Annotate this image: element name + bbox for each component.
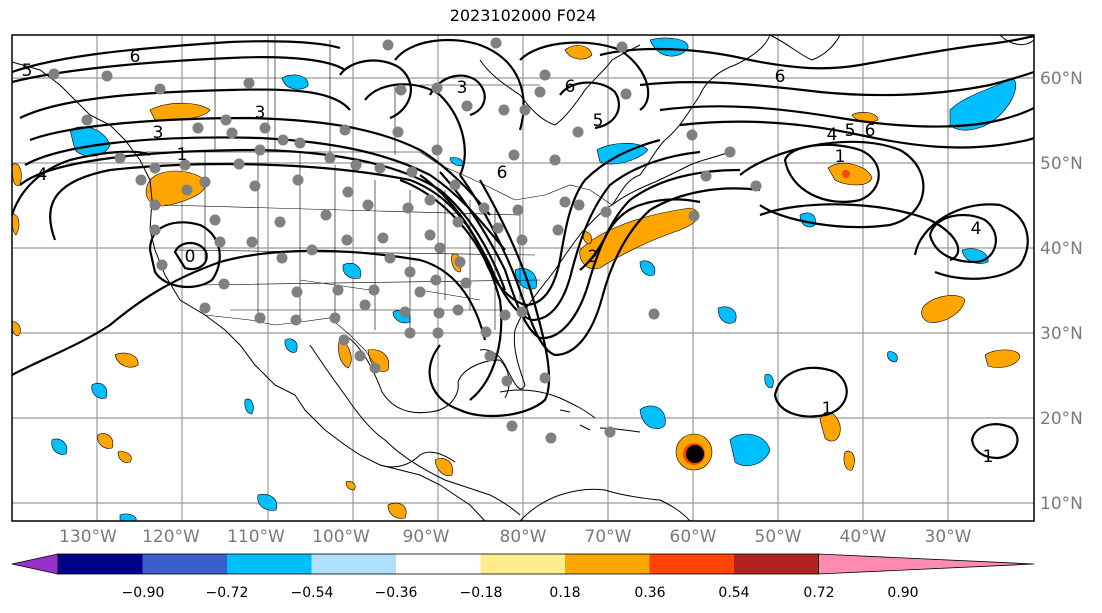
contour-label: 0 xyxy=(185,247,196,267)
colorbar-segment xyxy=(311,554,397,574)
contour-label: 6 xyxy=(865,121,876,141)
colorbar-segment xyxy=(565,554,650,574)
contour-label: 1 xyxy=(177,145,188,165)
lat-tick-label: 20°N xyxy=(1040,409,1083,429)
lon-tick-label: 100°W xyxy=(312,527,370,547)
contour-label: 1 xyxy=(835,147,846,167)
lon-tick-label: 70°W xyxy=(585,527,632,547)
shaded-field xyxy=(11,37,1021,522)
colorbar-segment xyxy=(58,554,143,574)
colorbar-label: 0.54 xyxy=(718,585,749,601)
colorbar xyxy=(11,553,1035,575)
lon-tick-label: 40°W xyxy=(840,527,887,547)
colorbar-extend-low xyxy=(11,553,59,575)
contour-label: 4 xyxy=(827,125,838,145)
colorbar-label: 0.18 xyxy=(549,585,580,601)
coastlines xyxy=(11,34,1035,522)
colorbar-labels: −0.90 −0.72 −0.54 −0.36 −0.18 0.18 0.36 … xyxy=(122,585,919,601)
lon-tick-label: 50°W xyxy=(755,527,802,547)
storm-center-marker xyxy=(686,445,704,463)
colorbar-label: 0.36 xyxy=(634,585,665,601)
contour-label: 6 xyxy=(565,77,576,97)
colorbar-label: −0.90 xyxy=(122,585,165,601)
lon-tick-label: 130°W xyxy=(59,527,117,547)
contour-label: 3 xyxy=(457,78,468,98)
lat-tick-label: 10°N xyxy=(1040,494,1083,514)
colorbar-segment xyxy=(480,554,566,574)
colorbar-label: −0.54 xyxy=(291,585,334,601)
contour-labels: 6 5 3 3 1 4 0 3 6 5 6 6 4 5 6 1 4 2 1 1 xyxy=(22,47,994,467)
colorbar-extend-high xyxy=(818,553,1035,575)
colorbar-label: 0.72 xyxy=(803,585,834,601)
lat-tick-label: 60°N xyxy=(1040,69,1083,89)
contour-label: 6 xyxy=(775,67,786,87)
contour-label: 3 xyxy=(255,103,266,123)
colorbar-label: −0.72 xyxy=(206,585,249,601)
map-border xyxy=(11,34,1035,522)
contour-label: 1 xyxy=(983,447,994,467)
colorbar-label: −0.36 xyxy=(375,585,418,601)
colorbar-segment xyxy=(649,554,735,574)
station-dots xyxy=(48,37,762,444)
contour-label: 5 xyxy=(845,121,856,141)
lat-tick-label: 30°N xyxy=(1040,324,1083,344)
lon-tick-label: 110°W xyxy=(227,527,285,547)
contour-label: 1 xyxy=(822,399,833,419)
lat-tick-label: 50°N xyxy=(1040,154,1083,174)
colorbar-segment xyxy=(142,554,228,574)
colorbar-label: −0.18 xyxy=(460,585,503,601)
map-title: 2023102000 F024 xyxy=(449,6,597,25)
colorbar-segment xyxy=(396,554,481,574)
contour-label: 4 xyxy=(37,165,48,185)
colorbar-segment xyxy=(227,554,312,574)
lon-tick-label: 80°W xyxy=(500,527,547,547)
lon-tick-label: 30°W xyxy=(925,527,972,547)
contour-label: 5 xyxy=(593,111,604,131)
contour-label: 5 xyxy=(22,61,33,81)
colorbar-label: 0.90 xyxy=(887,585,918,601)
contour-label: 6 xyxy=(130,47,141,67)
lon-tick-label: 90°W xyxy=(403,527,450,547)
contour-label: 4 xyxy=(971,219,982,239)
colorbar-segment xyxy=(734,554,819,574)
lat-tick-label: 40°N xyxy=(1040,239,1083,259)
colorbar-border xyxy=(57,553,819,575)
longitude-ticks: 130°W 120°W 110°W 100°W 90°W 80°W 70°W 6… xyxy=(59,527,972,547)
contour-label: 3 xyxy=(153,123,164,143)
contour-label: 6 xyxy=(497,163,508,183)
latitude-ticks: 60°N 50°N 40°N 30°N 20°N 10°N xyxy=(1040,69,1083,514)
lon-tick-label: 60°W xyxy=(670,527,717,547)
contour-lines xyxy=(10,34,1035,460)
contour-label: 2 xyxy=(588,247,599,267)
lon-tick-label: 120°W xyxy=(142,527,200,547)
